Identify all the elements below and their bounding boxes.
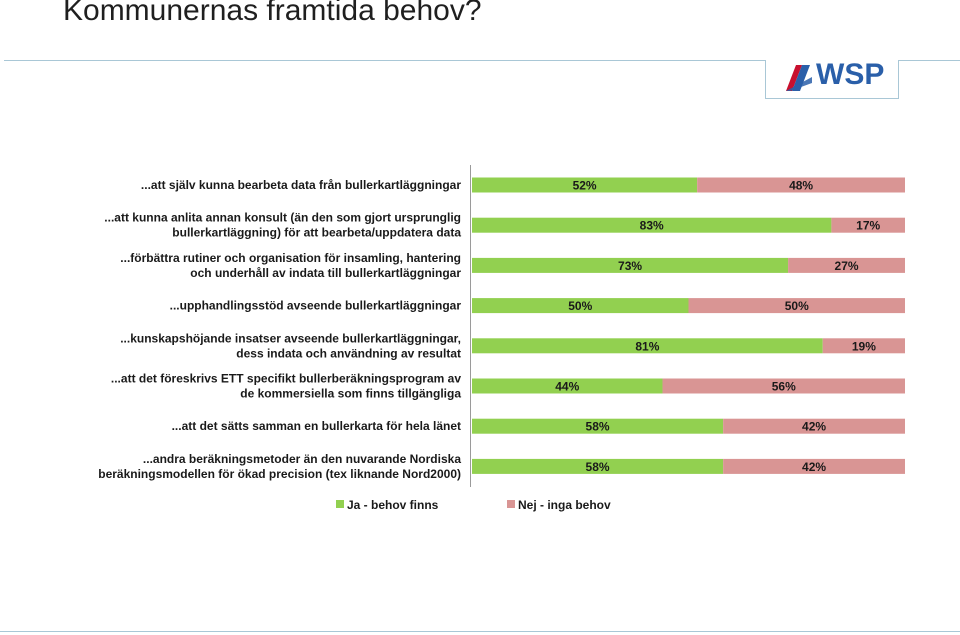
data-label: 52% [573, 179, 597, 193]
category-label: ...kunskapshöjande insatser avseende bul… [120, 331, 461, 360]
category-label: ...att själv kunna bearbeta data från bu… [141, 178, 461, 192]
data-label: 73% [618, 259, 642, 273]
category-label-line: ...att det sätts samman en bullerkarta f… [172, 419, 461, 433]
data-label: 42% [802, 460, 826, 474]
data-label: 44% [555, 380, 579, 394]
bars: 52% 48% 83% 17% 73% 27% 50% 50% 81% 19% 44% 56% 58% 4… [472, 178, 905, 474]
legend-swatch [336, 500, 344, 508]
category-label-line: ...att det föreskrivs ETT specifikt bull… [111, 372, 461, 386]
category-label: ...att det sätts samman en bullerkarta f… [172, 419, 461, 433]
category-label-line: beräkningsmodellen för ökad precision (t… [98, 467, 461, 481]
data-label: 42% [802, 420, 826, 434]
legend-label: Nej - inga behov [518, 498, 611, 512]
footer-divider [0, 631, 960, 632]
category-label-line: dess indata och användning av resultat [236, 346, 461, 360]
legend-swatch [507, 500, 515, 508]
category-label: ...förbättra rutiner och organisation fö… [120, 251, 461, 280]
category-label-line: bullerkartläggning) för att bearbeta/upp… [172, 226, 461, 240]
category-label-line: ...andra beräkningsmetoder än den nuvara… [143, 452, 461, 466]
category-label-line: och underhåll av indata till bullerkartl… [190, 266, 461, 280]
category-label: ...upphandlingsstöd avseende bullerkartl… [170, 299, 462, 313]
category-label-line: ...upphandlingsstöd avseende bullerkartl… [170, 299, 462, 313]
category-label-line: ...att kunna anlita annan konsult (än de… [104, 211, 461, 225]
legend-label: Ja - behov finns [347, 498, 439, 512]
data-label: 50% [785, 299, 809, 313]
category-label: ...andra beräkningsmetoder än den nuvara… [98, 452, 461, 481]
category-label-line: ...förbättra rutiner och organisation fö… [120, 251, 461, 265]
category-label-line: ...att själv kunna bearbeta data från bu… [141, 178, 461, 192]
category-label-line: de kommersiella som finns tillgängliga [240, 387, 461, 401]
data-label: 17% [856, 219, 880, 233]
category-label: ...att kunna anlita annan konsult (än de… [104, 211, 461, 240]
category-label-line: ...kunskapshöjande insatser avseende bul… [120, 331, 461, 345]
data-label: 58% [586, 460, 610, 474]
data-label: 81% [635, 339, 659, 353]
data-label: 19% [852, 339, 876, 353]
category-labels: ...att själv kunna bearbeta data från bu… [98, 178, 461, 481]
data-label: 27% [835, 259, 859, 273]
data-label: 48% [789, 179, 813, 193]
data-label: 83% [640, 219, 664, 233]
legend: Ja - behov finns Nej - inga behov [336, 498, 611, 512]
data-label: 50% [568, 299, 592, 313]
data-label: 58% [586, 420, 610, 434]
data-label: 56% [772, 380, 796, 394]
category-label: ...att det föreskrivs ETT specifikt bull… [111, 372, 461, 401]
